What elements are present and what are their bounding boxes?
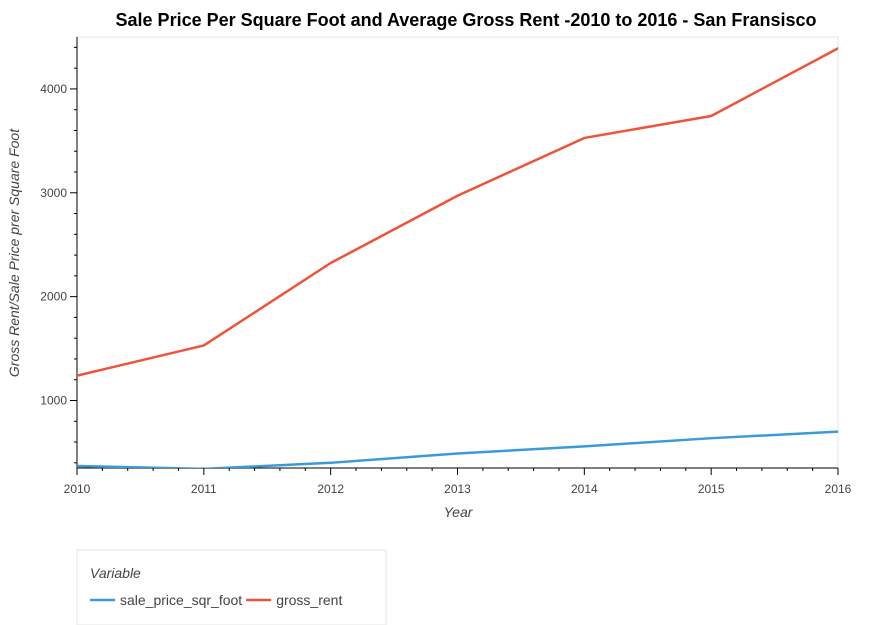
legend-label: gross_rent (276, 592, 342, 608)
legend-items: sale_price_sqr_foot gross_rent (90, 592, 342, 608)
series-line-gross-rent (77, 47, 838, 377)
legend-box (76, 549, 387, 625)
x-axis-label: Year (444, 504, 474, 520)
x-tick-label: 2014 (571, 482, 598, 496)
y-tick-label: 2000 (40, 290, 67, 304)
y-tick-label: 4000 (40, 82, 67, 96)
y-tick-label: 1000 (40, 393, 67, 407)
series-line-sale-price-sqr-foot (77, 430, 838, 468)
legend-label: sale_price_sqr_foot (120, 592, 242, 608)
legend: Variable sale_price_sqr_foot gross_rent (76, 549, 387, 625)
x-tick-label: 2010 (64, 482, 91, 496)
legend-title: Variable (90, 565, 141, 581)
x-tick-label: 2016 (825, 482, 852, 496)
x-tick-label: 2015 (698, 482, 725, 496)
x-axis: 2010 2011 2012 2013 2014 2015 2016 (64, 467, 852, 496)
x-tick-label: 2013 (444, 482, 471, 496)
chart-title: Sale Price Per Square Foot and Average G… (116, 10, 817, 30)
x-tick-label: 2012 (317, 482, 344, 496)
plot-area (76, 36, 839, 469)
series-lines (77, 47, 838, 468)
x-tick-label: 2011 (191, 482, 217, 496)
y-axis: 1000 2000 3000 4000 (40, 37, 78, 468)
y-axis-label: Gross Rent/Sale Price prer Square Foot (6, 128, 22, 377)
y-tick-label: 3000 (40, 186, 67, 200)
